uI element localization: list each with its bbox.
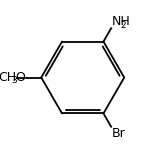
- Text: 3: 3: [11, 76, 17, 85]
- Text: O: O: [16, 71, 26, 84]
- Text: Br: Br: [111, 128, 125, 140]
- Text: 2: 2: [121, 21, 126, 30]
- Text: CH: CH: [0, 71, 17, 84]
- Text: NH: NH: [112, 15, 131, 27]
